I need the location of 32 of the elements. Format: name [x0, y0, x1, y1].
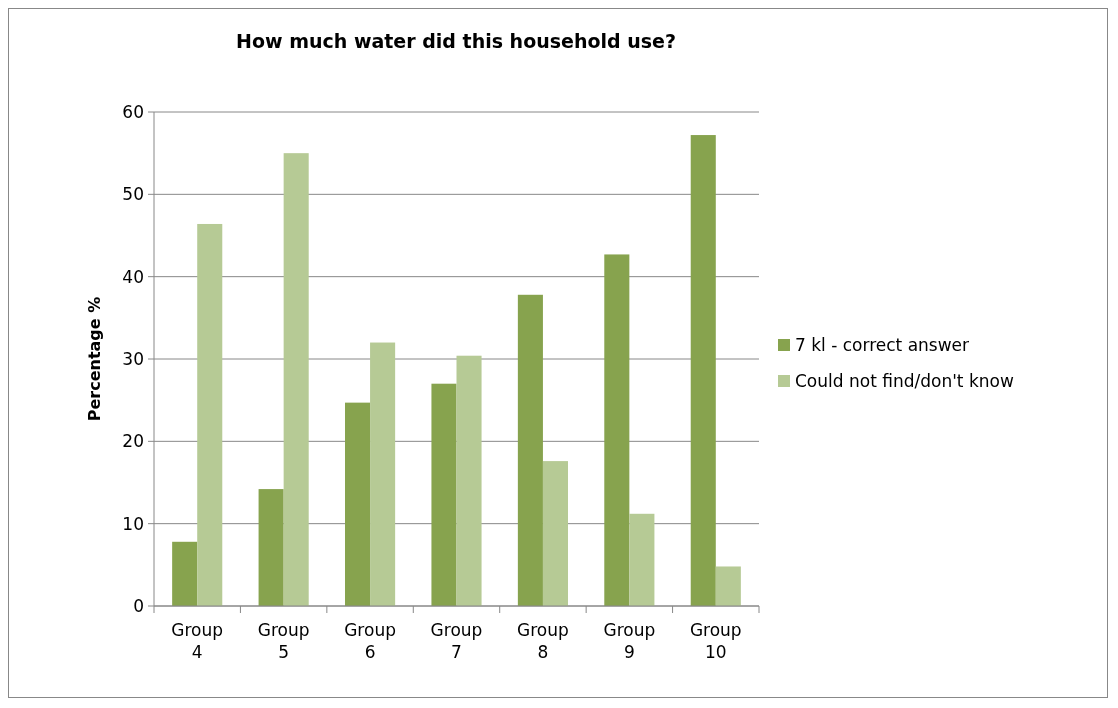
bar	[456, 355, 482, 606]
y-tick-label: 60	[122, 101, 144, 122]
y-tick-label: 50	[122, 184, 144, 205]
bar	[172, 541, 198, 606]
bar	[283, 153, 309, 606]
bar	[715, 566, 741, 606]
bar	[370, 342, 396, 606]
bar	[197, 223, 223, 606]
x-tick-label: Group 6	[344, 620, 396, 662]
legend-label: 7 kl - correct answer	[795, 334, 970, 355]
y-axis-title: Percentage %	[85, 296, 104, 422]
x-tick-label: Group 7	[430, 620, 483, 662]
y-tick-label: 40	[122, 266, 144, 287]
bar	[345, 402, 371, 606]
bar	[542, 461, 568, 606]
bar	[431, 383, 457, 606]
bar	[629, 513, 655, 606]
x-tick-label: Group 10	[689, 620, 742, 662]
legend-label: Could not find/don't know	[795, 370, 1014, 391]
bar	[517, 294, 543, 606]
y-tick-label: 30	[122, 348, 144, 369]
bar	[258, 489, 284, 606]
x-tick-label: Group 5	[257, 620, 310, 662]
chart-title: How much water did this household use?	[236, 30, 676, 52]
x-tick-label: Group 4	[171, 620, 224, 662]
x-tick-label: Group 8	[517, 620, 569, 662]
y-tick-label: 20	[122, 431, 144, 452]
x-tick-label: Group 9	[603, 620, 656, 662]
y-tick-label: 0	[133, 595, 144, 616]
bar	[604, 254, 630, 606]
y-tick-label: 10	[122, 513, 144, 534]
bar	[690, 135, 716, 606]
